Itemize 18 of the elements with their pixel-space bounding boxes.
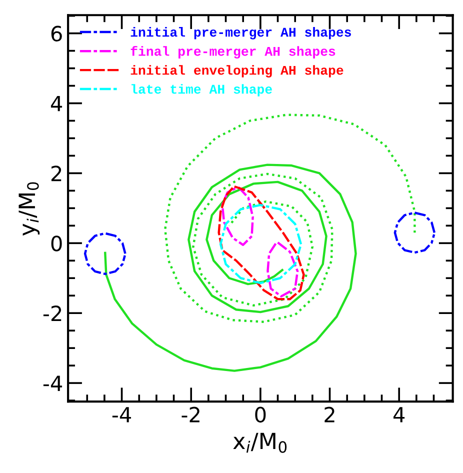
- line-series: [219, 204, 302, 284]
- y-tick-label: 0: [51, 236, 62, 252]
- x-tick-label: -4: [112, 407, 132, 422]
- legend-label: late time AH shape: [132, 84, 272, 96]
- legend-label: initial pre-merger AH shapes: [130, 27, 351, 40]
- y-tick-label: 2: [51, 166, 62, 182]
- legend-label: initial enveloping AH shape: [130, 65, 344, 78]
- y-tick-label: -2: [43, 306, 62, 322]
- x-tick-label: 0: [255, 406, 266, 423]
- x-tick-label: 2: [324, 406, 334, 422]
- legend-label: final pre-merger AH shapes: [130, 46, 336, 59]
- x-axis-title: x$_{i}$/M$_{0}$: [233, 432, 287, 453]
- y-axis-title: y$_{i}$/M$_{0}$: [18, 182, 40, 236]
- x-tick-label: -2: [182, 406, 200, 422]
- y-tick-label: -4: [43, 376, 62, 391]
- y-tick-label: 4: [50, 96, 62, 112]
- y-tick-label: 6: [51, 26, 62, 42]
- x-tick-label: 4: [393, 407, 405, 422]
